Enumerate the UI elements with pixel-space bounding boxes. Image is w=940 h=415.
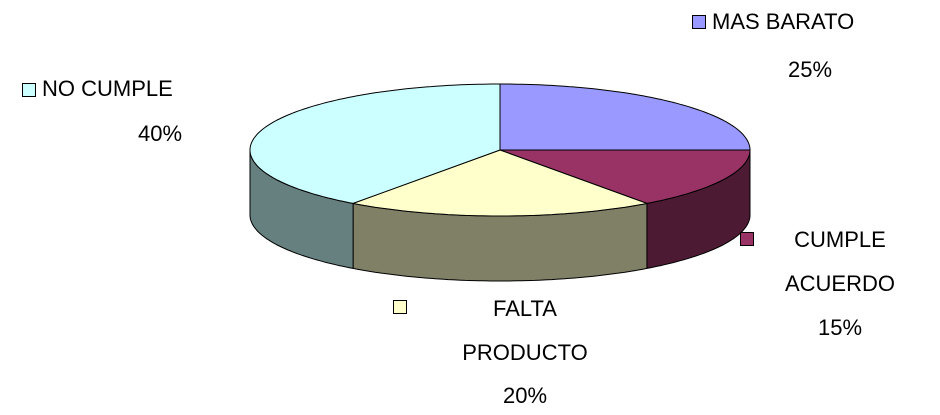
pie-slice <box>499 83 751 151</box>
pie-slice <box>499 149 751 204</box>
value-label: 40% <box>137 121 183 146</box>
pie-slice <box>351 149 649 217</box>
value-label: 25% <box>787 57 833 82</box>
value-label: 15% <box>817 315 863 340</box>
legend-swatch <box>393 300 407 314</box>
legend-swatch <box>740 232 754 246</box>
legend-swatch <box>22 83 36 97</box>
category-label: FALTA PRODUCTO <box>462 296 588 365</box>
pie-slice <box>249 83 501 204</box>
legend-swatch <box>692 15 706 29</box>
value-label: 20% <box>502 383 548 408</box>
category-label: MAS BARATO <box>712 9 855 34</box>
category-label: NO CUMPLE <box>42 76 173 101</box>
category-label: CUMPLE ACUERDO <box>784 227 895 296</box>
